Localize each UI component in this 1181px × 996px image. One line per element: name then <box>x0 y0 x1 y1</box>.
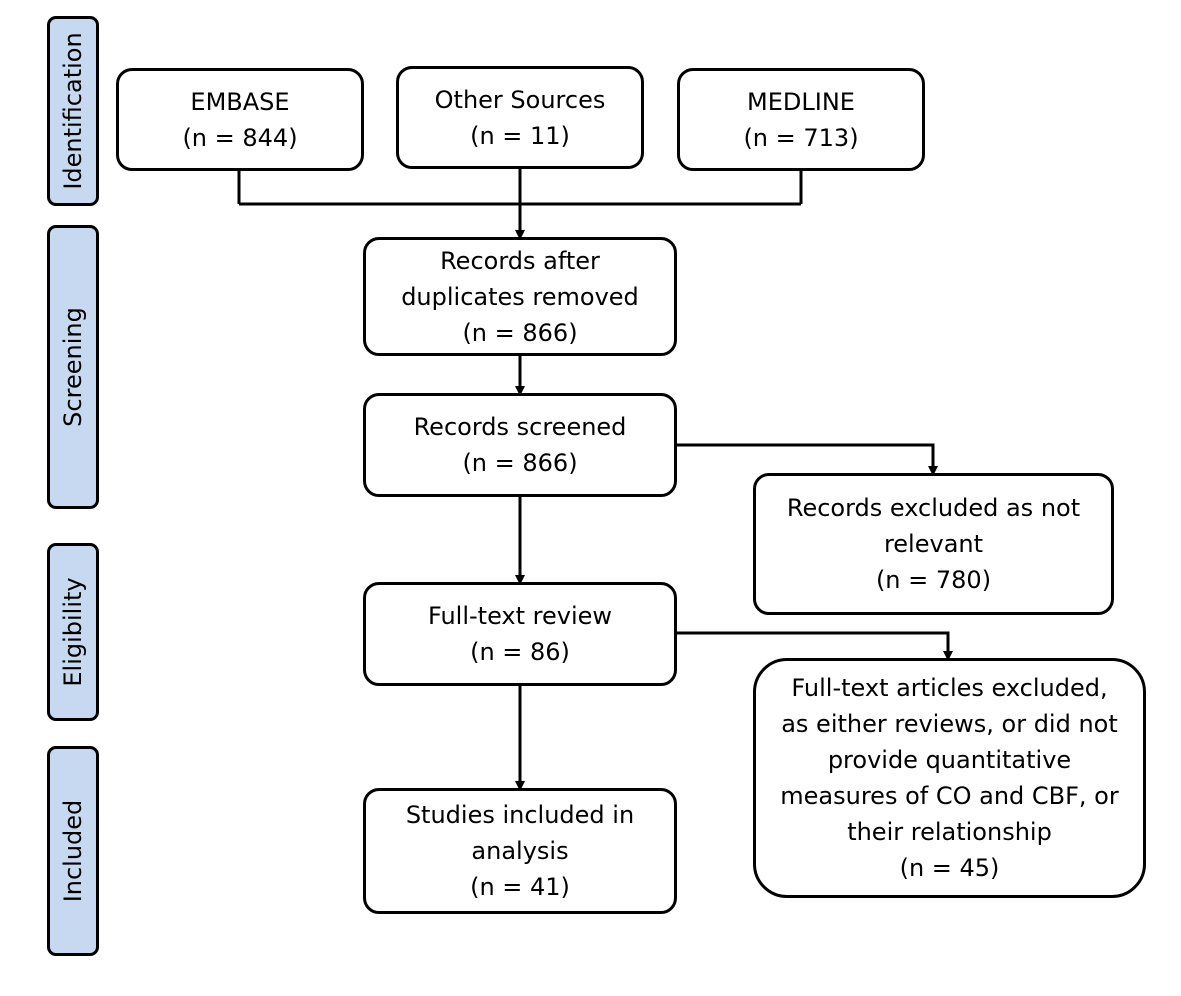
records-excluded-count: (n = 780) <box>875 566 992 594</box>
full-text-review-count: (n = 86) <box>470 638 570 666</box>
other-sources-title: Other Sources <box>434 85 606 114</box>
other-sources-box: Other Sources (n = 11) <box>396 66 644 169</box>
duplicates-removed-count: (n = 866) <box>462 318 578 347</box>
duplicates-removed-line-1: Records after <box>440 246 600 275</box>
studies-included-line-1: Studies included in <box>405 801 635 829</box>
phase-eligibility-label: Eligibility <box>59 577 87 687</box>
full-text-review-box: Full-text review (n = 86) <box>363 582 677 686</box>
phase-included: Included <box>47 746 99 956</box>
records-screened-title: Records screened <box>413 413 627 441</box>
phase-identification-label: Identification <box>59 32 87 190</box>
full-text-excluded-line-3: provide quantitative <box>827 746 1072 774</box>
arrow-to-full-text-excluded <box>676 631 953 661</box>
records-excluded-box: Records excluded as not relevant (n = 78… <box>753 473 1114 615</box>
embase-box: EMBASE (n = 844) <box>116 68 364 171</box>
records-screened-count: (n = 866) <box>462 449 578 477</box>
other-sources-count: (n = 11) <box>470 121 570 150</box>
records-screened-box: Records screened (n = 866) <box>363 393 677 497</box>
full-text-excluded-line-4: measures of CO and CBF, or <box>780 782 1119 810</box>
duplicates-removed-box: Records after duplicates removed (n = 86… <box>363 237 677 356</box>
full-text-excluded-line-2: as either reviews, or did not <box>781 710 1118 738</box>
full-text-excluded-count: (n = 45) <box>899 854 1000 882</box>
arrow-to-records-excluded <box>676 443 938 476</box>
studies-included-line-2: analysis <box>471 837 569 865</box>
embase-count: (n = 844) <box>182 123 298 152</box>
full-text-review-title: Full-text review <box>427 602 613 630</box>
records-excluded-line-1: Records excluded as not <box>786 494 1081 522</box>
medline-count: (n = 713) <box>743 123 859 152</box>
studies-included-count: (n = 41) <box>470 873 570 901</box>
embase-title: EMBASE <box>190 87 290 116</box>
phase-eligibility: Eligibility <box>47 543 99 721</box>
phase-screening-label: Screening <box>59 307 87 427</box>
medline-title: MEDLINE <box>747 87 855 116</box>
full-text-excluded-box: Full-text articles excluded, as either r… <box>753 658 1146 898</box>
phase-identification: Identification <box>47 16 99 206</box>
duplicates-removed-line-2: duplicates removed <box>401 282 639 311</box>
full-text-excluded-line-1: Full-text articles excluded, <box>791 674 1108 702</box>
phase-included-label: Included <box>59 799 87 903</box>
records-excluded-line-2: relevant <box>883 530 984 558</box>
studies-included-box: Studies included in analysis (n = 41) <box>363 788 677 914</box>
full-text-excluded-line-5: their relationship <box>847 818 1052 846</box>
medline-box: MEDLINE (n = 713) <box>677 68 925 171</box>
phase-screening: Screening <box>47 225 99 509</box>
